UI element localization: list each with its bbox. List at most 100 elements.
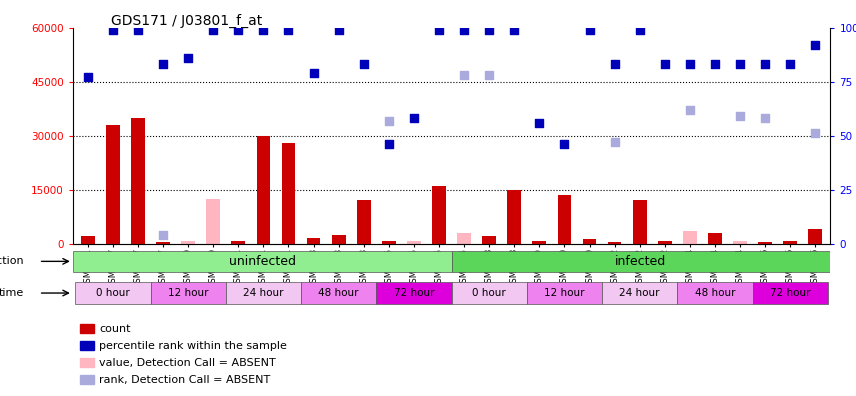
Bar xyxy=(80,358,94,367)
Point xyxy=(106,27,120,33)
Point xyxy=(508,27,521,33)
Bar xyxy=(557,195,571,244)
Point xyxy=(357,61,371,68)
Bar xyxy=(80,341,94,350)
Bar xyxy=(633,200,646,244)
Text: infected: infected xyxy=(615,255,667,268)
Point xyxy=(482,27,496,33)
Point xyxy=(532,120,546,126)
Bar xyxy=(526,282,602,304)
Point xyxy=(407,115,421,122)
Bar xyxy=(73,251,451,272)
Point xyxy=(257,27,270,33)
Point xyxy=(282,27,295,33)
Point xyxy=(783,61,797,68)
Point xyxy=(81,74,95,80)
Bar xyxy=(658,242,672,244)
Bar xyxy=(301,282,377,304)
Bar xyxy=(508,190,521,244)
Point xyxy=(608,61,621,68)
Point xyxy=(758,61,772,68)
Bar xyxy=(156,242,170,244)
Point xyxy=(181,55,195,61)
Point xyxy=(557,141,571,147)
Point xyxy=(131,27,145,33)
Bar xyxy=(708,233,722,244)
Bar xyxy=(257,135,270,244)
Bar xyxy=(81,236,95,244)
Point xyxy=(734,61,747,68)
Text: rank, Detection Call = ABSENT: rank, Detection Call = ABSENT xyxy=(99,375,270,385)
Text: 48 hour: 48 hour xyxy=(695,288,735,298)
Bar xyxy=(151,282,226,304)
Point xyxy=(482,72,496,78)
Text: 72 hour: 72 hour xyxy=(770,288,811,298)
Bar xyxy=(532,242,546,244)
Text: percentile rank within the sample: percentile rank within the sample xyxy=(99,341,287,351)
Bar xyxy=(181,242,195,244)
Point xyxy=(633,27,646,33)
Bar xyxy=(733,242,747,244)
Bar xyxy=(382,242,395,244)
Point xyxy=(608,139,621,145)
Text: 24 hour: 24 hour xyxy=(620,288,660,298)
Text: time: time xyxy=(0,288,23,298)
Bar xyxy=(80,375,94,384)
Point xyxy=(457,27,471,33)
Bar xyxy=(306,238,320,244)
Point xyxy=(457,72,471,78)
Point xyxy=(231,27,245,33)
Bar xyxy=(407,242,421,244)
Text: value, Detection Call = ABSENT: value, Detection Call = ABSENT xyxy=(99,358,276,368)
Point xyxy=(156,232,169,238)
Point xyxy=(808,130,822,137)
Text: infection: infection xyxy=(0,256,23,267)
Point xyxy=(808,42,822,48)
Point xyxy=(683,61,697,68)
Bar xyxy=(131,118,145,244)
Point xyxy=(583,27,597,33)
Text: 0 hour: 0 hour xyxy=(473,288,506,298)
Bar xyxy=(106,125,120,244)
Bar xyxy=(683,242,697,244)
Bar xyxy=(451,282,526,304)
Point xyxy=(332,27,346,33)
Point xyxy=(758,115,772,122)
Point xyxy=(734,113,747,119)
Bar xyxy=(808,229,822,244)
Text: 48 hour: 48 hour xyxy=(318,288,359,298)
Point xyxy=(432,27,446,33)
Bar xyxy=(457,233,471,244)
Point xyxy=(382,117,395,124)
Bar xyxy=(206,198,220,244)
Point xyxy=(156,61,169,68)
Text: 12 hour: 12 hour xyxy=(544,288,585,298)
Bar xyxy=(602,282,677,304)
Bar xyxy=(783,242,797,244)
Text: GDS171 / J03801_f_at: GDS171 / J03801_f_at xyxy=(110,13,262,28)
Point xyxy=(206,27,220,33)
Point xyxy=(658,61,672,68)
Point xyxy=(382,141,395,147)
Bar xyxy=(677,282,752,304)
Bar xyxy=(231,242,245,244)
Bar xyxy=(332,234,346,244)
Bar xyxy=(181,242,195,244)
Bar xyxy=(451,251,830,272)
Bar xyxy=(377,282,451,304)
Bar xyxy=(683,231,697,244)
Text: 24 hour: 24 hour xyxy=(243,288,283,298)
Bar xyxy=(608,242,621,244)
Bar xyxy=(226,282,301,304)
Point xyxy=(306,70,320,76)
Bar xyxy=(357,200,371,244)
Text: uninfected: uninfected xyxy=(229,255,295,268)
Bar xyxy=(432,186,446,244)
Bar xyxy=(75,282,151,304)
Bar xyxy=(80,324,94,333)
Point xyxy=(708,61,722,68)
Text: 12 hour: 12 hour xyxy=(168,288,208,298)
Text: count: count xyxy=(99,324,131,334)
Bar xyxy=(752,282,828,304)
Text: 0 hour: 0 hour xyxy=(96,288,130,298)
